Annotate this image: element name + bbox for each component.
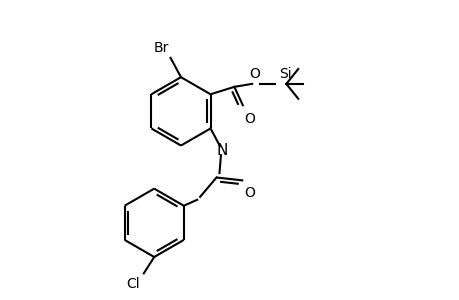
Text: O: O: [248, 68, 259, 82]
Text: N: N: [216, 143, 228, 158]
Text: O: O: [244, 112, 255, 125]
Text: Br: Br: [153, 41, 169, 55]
Text: Si: Si: [278, 68, 291, 82]
Text: O: O: [244, 186, 255, 200]
Text: Cl: Cl: [126, 277, 140, 291]
